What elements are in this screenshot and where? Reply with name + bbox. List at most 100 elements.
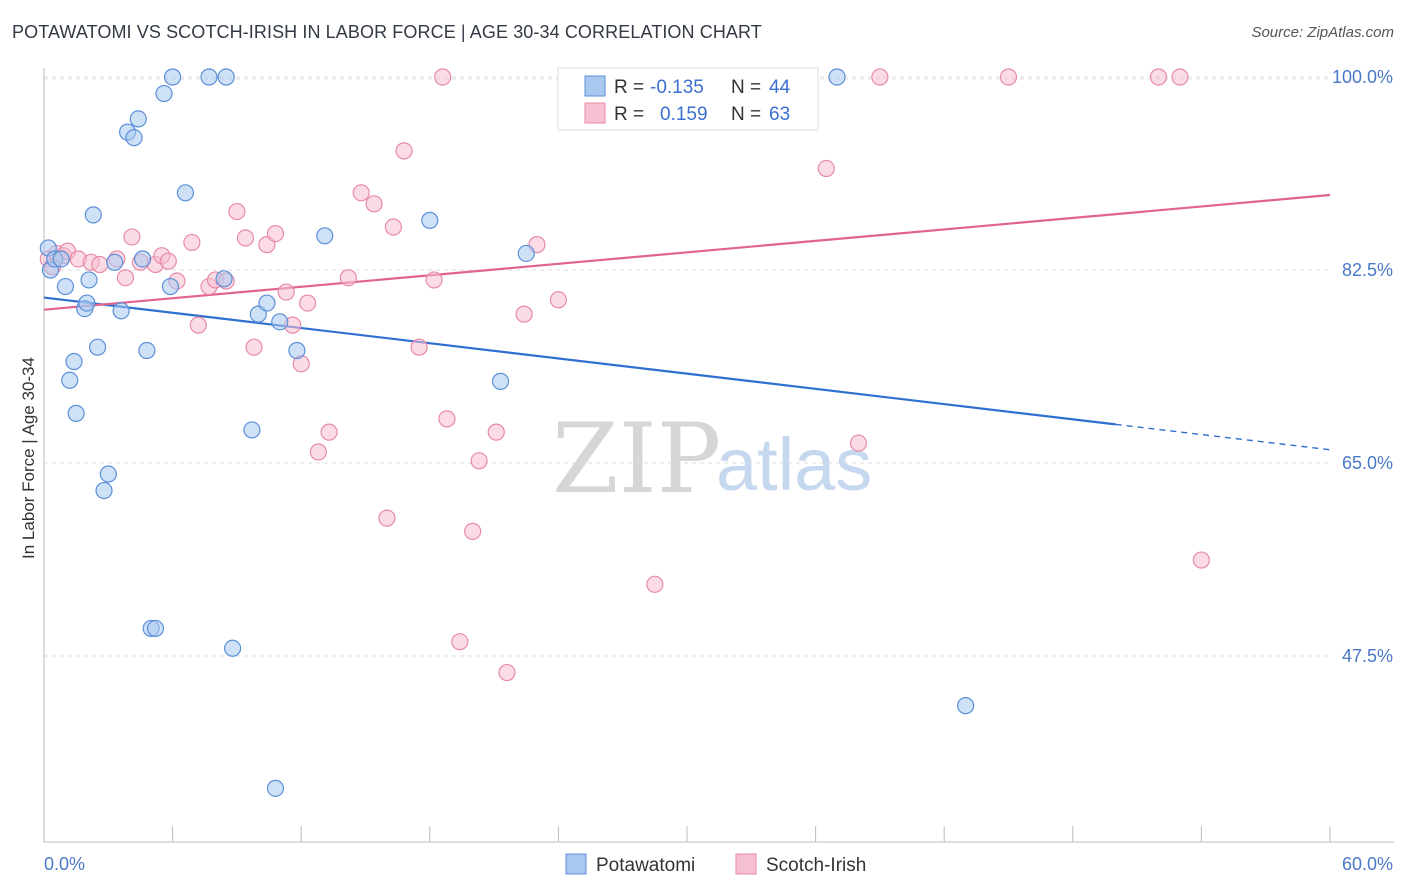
- scotch-irish-point: [91, 255, 109, 274]
- potawatomi-point: [88, 338, 107, 356]
- potawatomi-point: [828, 68, 846, 86]
- watermark-zip: ZIP: [552, 403, 721, 515]
- scotch-irish-point: [549, 291, 568, 309]
- scotch-irish-point: [159, 252, 177, 270]
- potawatomi-point: [52, 250, 70, 268]
- scotch-irish-point: [384, 218, 402, 236]
- legend-swatch-potawatomi: [584, 75, 606, 97]
- scotch-irish-point: [339, 269, 357, 287]
- scotch-irish-point: [365, 195, 383, 213]
- potawatomi-point: [155, 84, 173, 103]
- legend-r-label-1: R =: [614, 77, 644, 98]
- x-tick-label-max: 60.0%: [1342, 854, 1393, 874]
- scotch-irish-point: [425, 271, 443, 289]
- scotch-irish-point: [277, 283, 295, 301]
- potawatomi-point: [95, 481, 113, 500]
- legend-r-value-2: 0.159: [660, 104, 708, 125]
- legend-r-label-2: R =: [614, 104, 644, 125]
- potawatomi-point: [266, 779, 285, 797]
- axes: 47.5% 65.0% 82.5% 100.0% 0.0% 60.0%: [43, 67, 1394, 874]
- potawatomi-point: [200, 68, 218, 86]
- scotch-irish-point: [464, 522, 482, 540]
- scotch-irish-point: [320, 423, 338, 441]
- scotch-irish-point: [1192, 551, 1211, 569]
- scotch-irish-point: [309, 443, 327, 461]
- scotch-irish-point: [817, 159, 835, 178]
- x-tick-label-min: 0.0%: [44, 854, 85, 874]
- scotch-irish-point: [183, 233, 201, 252]
- scotch-irish-point: [1171, 68, 1189, 86]
- scotch-irish-point: [451, 633, 469, 651]
- potawatomi-point: [80, 271, 98, 289]
- series-legend-label-potawatomi: Potawatomi: [596, 855, 695, 876]
- potawatomi-point: [164, 68, 182, 86]
- potawatomi-point: [176, 184, 195, 202]
- potawatomi-point: [258, 294, 276, 312]
- potawatomi-point: [106, 253, 124, 271]
- watermark-atlas: atlas: [716, 423, 872, 506]
- scotch-irish-point: [395, 142, 413, 160]
- potawatomi-point: [217, 68, 235, 86]
- legend-n-label-1: N =: [731, 77, 761, 98]
- series-legend: Potawatomi Scotch-Irish: [565, 853, 866, 876]
- scotch-irish-point: [352, 184, 370, 202]
- potawatomi-point: [215, 270, 233, 288]
- scotch-irish-point: [123, 228, 141, 246]
- scotch-irish-point: [1149, 68, 1168, 86]
- potawatomi-point: [56, 277, 75, 296]
- potawatomi-point: [61, 371, 79, 389]
- y-tick-label: 100.0%: [1332, 67, 1393, 87]
- scotch-irish-point: [849, 434, 868, 452]
- potawatomi-point: [421, 211, 439, 229]
- correlation-legend: R = -0.135 N = 44 R = 0.159 N = 63: [557, 67, 819, 131]
- legend-n-label-2: N =: [731, 104, 761, 125]
- potawatomi-point: [271, 313, 289, 331]
- y-tick-label: 65.0%: [1342, 453, 1393, 473]
- scotch-irish-point: [245, 338, 263, 356]
- potawatomi-point: [161, 277, 180, 296]
- potawatomi-point: [146, 619, 165, 638]
- potawatomi-point: [243, 421, 261, 439]
- series-legend-swatch-scotch-irish: [735, 853, 757, 875]
- potawatomi-point: [125, 129, 143, 147]
- scotch-irish-point: [438, 410, 456, 428]
- potawatomi-point: [288, 341, 306, 360]
- legend-n-value-2: 63: [769, 104, 790, 125]
- potawatomi-point: [84, 206, 102, 224]
- scotch-irish-point: [434, 68, 452, 86]
- scotch-irish-point: [498, 663, 516, 682]
- scotch-irish-point: [470, 452, 488, 470]
- potawatomi-point: [67, 404, 85, 422]
- potawatomi-point: [65, 352, 83, 371]
- scotch-irish-point: [299, 294, 317, 312]
- legend-n-value-1: 44: [769, 77, 791, 98]
- potawatomi-point: [224, 639, 242, 657]
- scotch-irish-point: [189, 316, 207, 334]
- potawatomi-point: [138, 341, 156, 360]
- scotch-irish-point: [410, 338, 428, 356]
- potawatomi-point: [129, 110, 147, 128]
- y-tick-label: 82.5%: [1342, 260, 1393, 280]
- y-tick-label: 47.5%: [1342, 646, 1393, 666]
- data-points: [39, 68, 1211, 797]
- potawatomi-point: [133, 250, 152, 268]
- y-axis-label: In Labor Force | Age 30-34: [19, 357, 38, 559]
- scotch-irish-point: [228, 202, 246, 221]
- potawatomi-trend-line: [43, 296, 1116, 426]
- legend-r-value-1: -0.135: [650, 77, 704, 98]
- potawatomi-point: [517, 244, 535, 263]
- trend-lines: [43, 193, 1331, 451]
- scotch-irish-point: [646, 575, 664, 593]
- gridlines: [44, 76, 1330, 657]
- chart-source: Source: ZipAtlas.com: [1251, 24, 1394, 41]
- chart-title: POTAWATOMI VS SCOTCH-IRISH IN LABOR FORC…: [12, 22, 762, 42]
- potawatomi-point: [957, 697, 975, 715]
- potawatomi-point: [112, 302, 130, 320]
- scotch-irish-point: [266, 225, 285, 243]
- scotch-irish-point: [116, 269, 135, 287]
- scotch-irish-point: [236, 229, 255, 247]
- scotch-irish-point: [871, 68, 889, 86]
- potawatomi-point: [491, 372, 510, 390]
- potawatomi-point: [99, 465, 117, 483]
